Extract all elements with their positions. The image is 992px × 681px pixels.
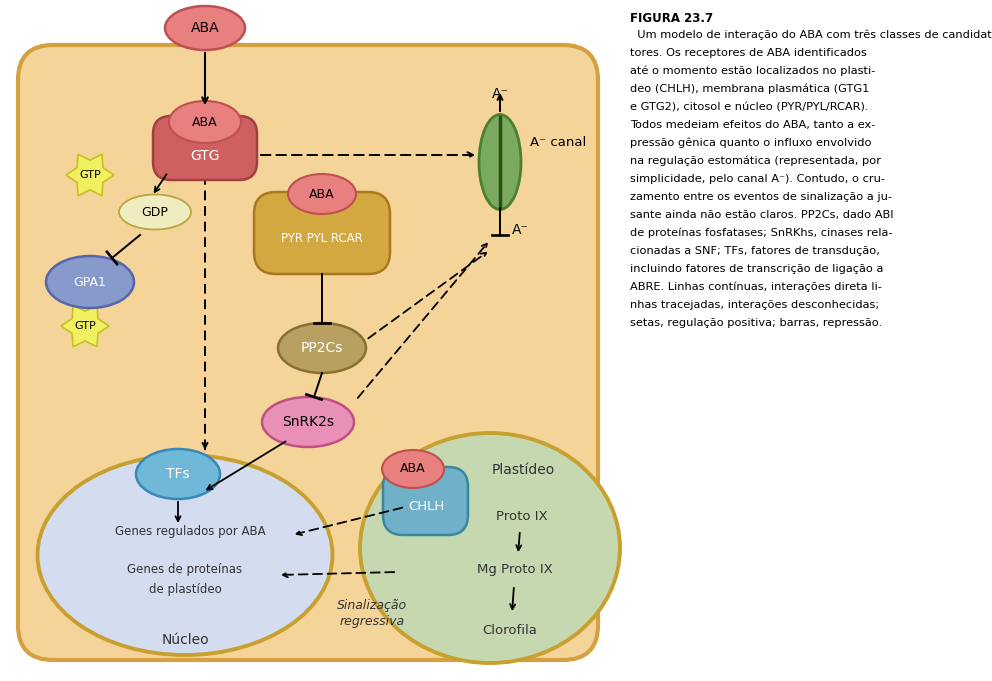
Text: Todos medeiam efeitos do ABA, tanto a ex-: Todos medeiam efeitos do ABA, tanto a ex…	[630, 120, 875, 130]
Text: setas, regulação positiva; barras, repressão.: setas, regulação positiva; barras, repre…	[630, 318, 882, 328]
Text: Um modelo de interação do ABA com três classes de candidatos a recep-: Um modelo de interação do ABA com três c…	[630, 30, 992, 40]
Text: Sinalização: Sinalização	[337, 599, 407, 612]
Text: CHLH: CHLH	[408, 501, 444, 513]
Ellipse shape	[278, 323, 366, 373]
Text: Núcleo: Núcleo	[161, 633, 208, 647]
Ellipse shape	[479, 114, 521, 210]
Text: sante ainda não estão claros. PP2Cs, dado ABI: sante ainda não estão claros. PP2Cs, dad…	[630, 210, 894, 220]
Text: de proteínas fosfatases; SnRKhs, cinases rela-: de proteínas fosfatases; SnRKhs, cinases…	[630, 228, 893, 238]
Text: Genes regulados por ABA: Genes regulados por ABA	[115, 526, 265, 539]
Text: Proto IX: Proto IX	[496, 509, 548, 522]
Polygon shape	[61, 305, 109, 347]
Text: FIGURA 23.7: FIGURA 23.7	[630, 12, 713, 25]
Text: tores. Os receptores de ABA identificados: tores. Os receptores de ABA identificado…	[630, 48, 867, 58]
Ellipse shape	[288, 174, 356, 214]
Text: SnRK2s: SnRK2s	[282, 415, 334, 429]
Text: ABA: ABA	[400, 462, 426, 475]
Text: de plastídeo: de plastídeo	[149, 584, 221, 597]
Text: até o momento estão localizados no plasti-: até o momento estão localizados no plast…	[630, 66, 875, 76]
Ellipse shape	[169, 101, 241, 143]
Text: A⁻: A⁻	[492, 87, 509, 101]
Text: GTP: GTP	[74, 321, 96, 331]
FancyBboxPatch shape	[383, 467, 468, 535]
Text: cionadas a SNF; TFs, fatores de transdução,: cionadas a SNF; TFs, fatores de transduç…	[630, 246, 880, 256]
Text: ABRE. Linhas contínuas, interações direta li-: ABRE. Linhas contínuas, interações diret…	[630, 282, 882, 293]
FancyBboxPatch shape	[153, 116, 257, 180]
Text: GDP: GDP	[142, 206, 169, 219]
Text: GTG: GTG	[190, 149, 220, 163]
Ellipse shape	[38, 455, 332, 655]
Text: GPA1: GPA1	[73, 276, 106, 289]
Text: Genes de proteínas: Genes de proteínas	[127, 563, 243, 577]
Text: ABA: ABA	[310, 187, 335, 200]
Ellipse shape	[262, 397, 354, 447]
Text: zamento entre os eventos de sinalização a ju-: zamento entre os eventos de sinalização …	[630, 192, 892, 202]
Text: deo (CHLH), membrana plasmática (GTG1: deo (CHLH), membrana plasmática (GTG1	[630, 84, 869, 95]
Text: ABA: ABA	[192, 116, 218, 129]
Text: PYR PYL RCAR: PYR PYL RCAR	[281, 232, 363, 244]
Text: incluindo fatores de transcrição de ligação a: incluindo fatores de transcrição de liga…	[630, 264, 883, 274]
Ellipse shape	[360, 433, 620, 663]
Text: nhas tracejadas, interações desconhecidas;: nhas tracejadas, interações desconhecida…	[630, 300, 879, 310]
Text: GTP: GTP	[79, 170, 101, 180]
FancyBboxPatch shape	[18, 45, 598, 660]
Text: regressiva: regressiva	[339, 616, 405, 629]
Text: ABA: ABA	[190, 21, 219, 35]
Text: A⁻ canal: A⁻ canal	[530, 136, 586, 148]
Text: Clorofila: Clorofila	[482, 624, 538, 637]
Ellipse shape	[165, 6, 245, 50]
Text: pressão gênica quanto o influxo envolvido: pressão gênica quanto o influxo envolvid…	[630, 138, 872, 148]
Text: simplicidade, pelo canal A⁻). Contudo, o cru-: simplicidade, pelo canal A⁻). Contudo, o…	[630, 174, 885, 184]
Text: e GTG2), citosol e núcleo (PYR/PYL/RCAR).: e GTG2), citosol e núcleo (PYR/PYL/RCAR)…	[630, 102, 869, 112]
Text: na regulação estomática (representada, por: na regulação estomática (representada, p…	[630, 156, 881, 166]
Text: PP2Cs: PP2Cs	[301, 341, 343, 355]
Ellipse shape	[382, 450, 444, 488]
Ellipse shape	[136, 449, 220, 499]
Ellipse shape	[46, 256, 134, 308]
FancyBboxPatch shape	[254, 192, 390, 274]
Text: TFs: TFs	[167, 467, 189, 481]
Text: A⁻: A⁻	[512, 223, 529, 237]
Text: Mg Proto IX: Mg Proto IX	[477, 563, 553, 577]
Ellipse shape	[119, 195, 191, 229]
Text: Plastídeo: Plastídeo	[491, 463, 555, 477]
Polygon shape	[66, 154, 114, 195]
